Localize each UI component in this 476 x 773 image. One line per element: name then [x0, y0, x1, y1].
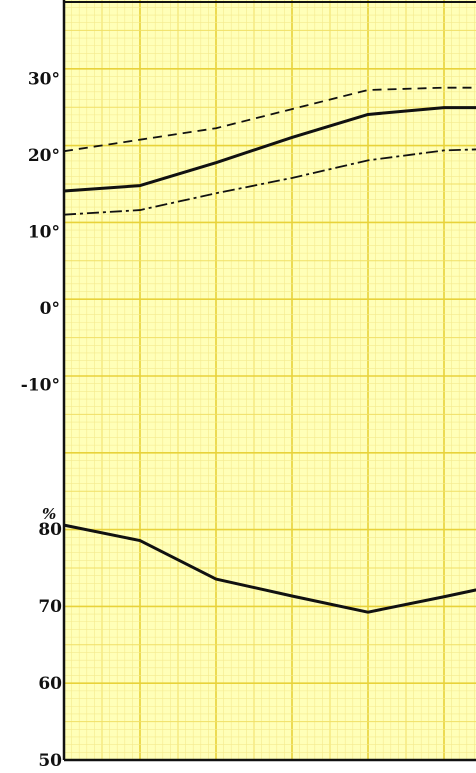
- temperature-tick-label: 30°: [28, 70, 60, 90]
- axis-labels: 30° 20° 10° 0° -10° 80 70 60 50%: [21, 70, 62, 772]
- humidity-tick-label: 70: [38, 597, 62, 617]
- humidity-tick-label: 80: [38, 520, 62, 540]
- humidity-tick-label: 50: [38, 751, 62, 771]
- temperature-series-dash-dot-line: [63, 148, 476, 216]
- temperature-tick-label: 10°: [28, 223, 60, 243]
- temperature-series-solid-line: [63, 106, 476, 193]
- humidity-series-solid-line: [63, 523, 476, 614]
- humidity-tick-label: 60: [38, 674, 62, 694]
- temperature-series-dashed-line: [63, 86, 476, 153]
- gridlines: [64, 0, 476, 761]
- plot-paper: [64, 0, 476, 760]
- temperature-tick-label: 20°: [28, 146, 60, 166]
- data-series: [63, 86, 476, 614]
- temperature-tick-label: 0°: [40, 299, 60, 319]
- humidity-unit-label: %: [42, 505, 56, 523]
- temperature-tick-label: -10°: [21, 376, 60, 396]
